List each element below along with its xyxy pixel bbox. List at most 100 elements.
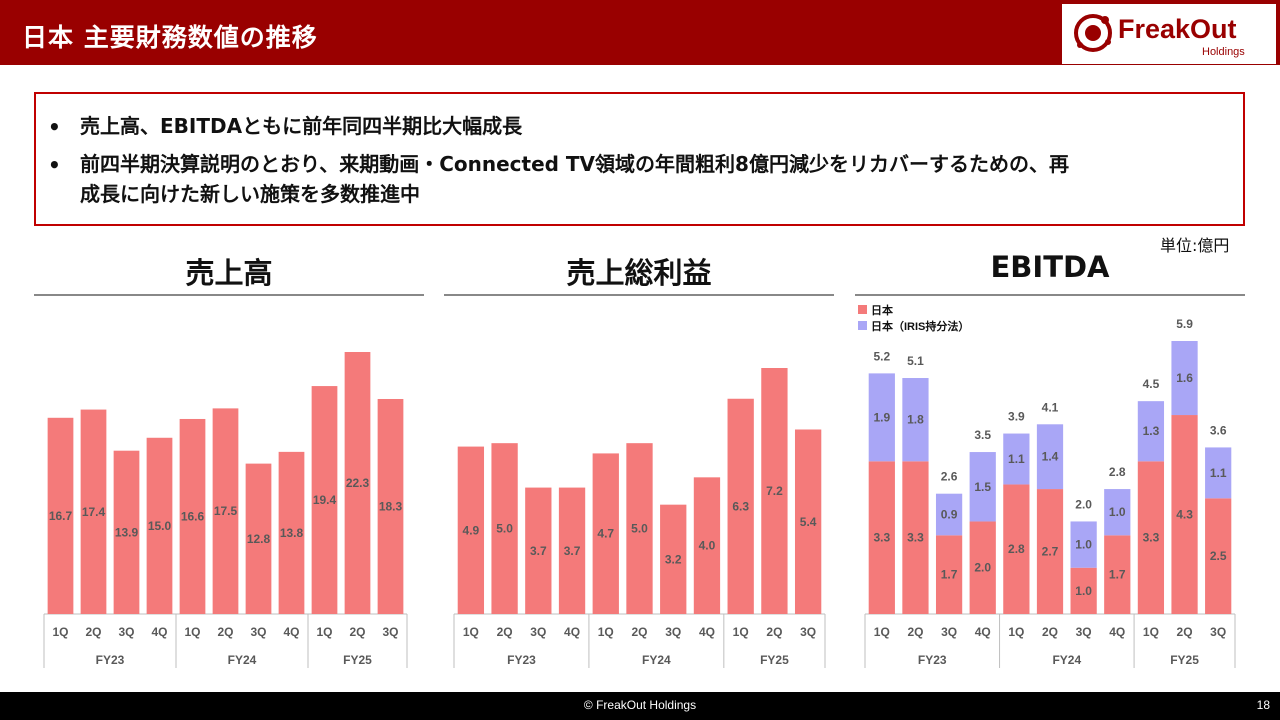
segment-value-label: 0.9 <box>941 508 958 522</box>
bar-segment-japan <box>935 535 963 614</box>
segment-value-label: 1.7 <box>1109 568 1126 582</box>
category-label: 4Q <box>564 625 580 639</box>
group-label-fy23: FY23 <box>507 653 536 667</box>
bar <box>794 429 822 614</box>
segment-value-label: 1.7 <box>941 568 958 582</box>
bar-segment-iris <box>1104 489 1131 536</box>
bar-segment-japan <box>1104 535 1131 614</box>
category-label: 1Q <box>52 625 68 639</box>
category-label: 2Q <box>907 625 923 639</box>
bar-value-label: 15.0 <box>148 519 172 533</box>
bar-segment-iris <box>1003 433 1030 485</box>
bar-value-label: 3.7 <box>530 544 547 558</box>
bar-value-label: 5.4 <box>800 515 817 529</box>
category-label: 1Q <box>598 625 614 639</box>
category-label: 3Q <box>941 625 957 639</box>
category-label: 4Q <box>1109 625 1125 639</box>
company-logo: FreakOut Holdings <box>1062 4 1276 64</box>
total-value-label: 3.9 <box>1008 410 1025 424</box>
title-divider <box>34 294 424 296</box>
category-label: 1Q <box>874 625 890 639</box>
summary-item-2-line2: 成長に向けた新しい施策を多数推進中 <box>80 182 420 206</box>
bar-segment-iris <box>969 452 996 522</box>
segment-value-label: 1.4 <box>1042 450 1059 464</box>
total-value-label: 2.6 <box>941 470 958 484</box>
bar-segment-japan <box>969 521 996 614</box>
segment-value-label: 1.0 <box>1075 584 1092 598</box>
bar-value-label: 4.0 <box>699 539 716 553</box>
total-value-label: 2.0 <box>1075 497 1092 511</box>
total-value-label: 2.8 <box>1109 465 1126 479</box>
category-label: 1Q <box>316 625 332 639</box>
bar-value-label: 5.0 <box>496 522 513 536</box>
bar-segment-iris <box>1137 401 1165 462</box>
bar-value-label: 19.4 <box>313 493 337 507</box>
bar-segment-japan <box>1137 461 1165 614</box>
bar-value-label: 5.0 <box>631 522 648 536</box>
bar-value-label: 16.6 <box>181 509 205 523</box>
group-label-fy25: FY25 <box>1170 653 1199 667</box>
category-label: 3Q <box>118 625 134 639</box>
group-label-fy25: FY25 <box>760 653 789 667</box>
segment-value-label: 2.8 <box>1008 542 1025 556</box>
segment-value-label: 2.7 <box>1042 545 1059 559</box>
total-value-label: 4.1 <box>1042 400 1059 414</box>
summary-box: • 売上高、EBITDAともに前年同四半期比大幅成長 • 前四半期決算説明のとお… <box>34 92 1245 226</box>
bar-value-label: 6.3 <box>732 499 749 513</box>
bar-value-label: 22.3 <box>346 476 370 490</box>
category-label: 2Q <box>631 625 647 639</box>
group-label-fy25: FY25 <box>343 653 372 667</box>
bar <box>179 418 206 614</box>
summary-item-1: 売上高、EBITDAともに前年同四半期比大幅成長 <box>80 114 523 138</box>
bar-value-label: 3.2 <box>665 552 682 566</box>
bar-segment-iris <box>1171 341 1198 416</box>
category-label: 4Q <box>975 625 991 639</box>
total-value-label: 4.5 <box>1143 377 1160 391</box>
bar-value-label: 13.9 <box>115 525 139 539</box>
category-label: 4Q <box>283 625 299 639</box>
category-label: 3Q <box>530 625 546 639</box>
bar-segment-japan <box>1003 484 1030 614</box>
bar <box>80 409 107 614</box>
bar <box>525 487 552 614</box>
category-label: 1Q <box>463 625 479 639</box>
bar <box>245 463 272 614</box>
category-label: 3Q <box>800 625 816 639</box>
category-label: 2Q <box>1042 625 1058 639</box>
bar-value-label: 16.7 <box>49 509 73 523</box>
bar-value-label: 13.8 <box>280 526 304 540</box>
segment-value-label: 1.1 <box>1210 466 1227 480</box>
segment-value-label: 1.9 <box>873 410 890 424</box>
category-label: 3Q <box>250 625 266 639</box>
freakout-logo-icon <box>1074 14 1112 52</box>
category-label: 2Q <box>217 625 233 639</box>
bar-segment-iris <box>1070 521 1097 568</box>
chart-title-ebitda: EBITDA <box>990 250 1110 284</box>
segment-value-label: 1.0 <box>1109 505 1126 519</box>
total-value-label: 3.6 <box>1210 423 1227 437</box>
unit-label: 単位:億円 <box>1160 236 1230 255</box>
bar <box>212 408 239 614</box>
bar-value-label: 18.3 <box>379 499 403 513</box>
footer-copyright: © FreakOut Holdings <box>583 698 697 712</box>
bar-segment-japan <box>1036 489 1064 614</box>
summary-item-2-line1: 前四半期決算説明のとおり、来期動画・Connected TV領域の年間粗利8億円… <box>80 152 1069 176</box>
category-label: 2Q <box>766 625 782 639</box>
total-value-label: 5.9 <box>1176 317 1193 331</box>
bar-segment-iris <box>868 373 895 462</box>
category-label: 2Q <box>497 625 513 639</box>
bar <box>727 398 754 614</box>
title-divider <box>855 294 1245 296</box>
header-bar: 日本 主要財務数値の推移 FreakOut Holdings <box>0 0 1280 65</box>
bar <box>113 450 140 614</box>
legend-swatch-iris <box>858 321 867 330</box>
category-label: 1Q <box>184 625 200 639</box>
category-label: 2Q <box>1177 625 1193 639</box>
bar-value-label: 12.8 <box>247 532 271 546</box>
bar <box>626 443 653 614</box>
bar-segment-iris <box>1036 424 1064 490</box>
bar <box>278 451 305 614</box>
page-number: 18 <box>1256 698 1270 712</box>
bar <box>761 368 788 614</box>
group-label-fy23: FY23 <box>96 653 125 667</box>
